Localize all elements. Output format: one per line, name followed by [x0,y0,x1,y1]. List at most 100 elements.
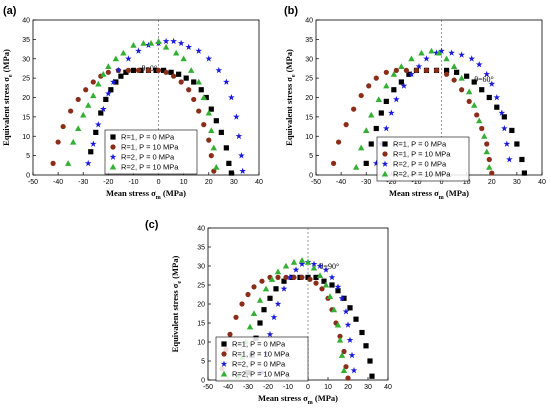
data-point-square [103,97,108,102]
x-tick-label: -50 [28,179,38,186]
legend-label: R=2, P = 10 MPa [393,170,451,179]
data-point-triangle [398,63,404,69]
data-point-circle [487,157,492,162]
x-tick-label: -40 [223,384,233,391]
angle-annotation: θ=60° [474,75,494,84]
data-point-triangle [80,112,86,118]
data-point-square [384,99,389,104]
data-point-square [367,358,372,363]
data-point-triangle [283,263,289,269]
y-tick-label: 25 [197,283,205,290]
y-tick-label: 25 [22,76,30,83]
data-point-star [195,48,202,54]
data-point-circle [307,277,312,282]
x-tick-label: 10 [180,179,188,186]
legend-marker-circle [110,144,115,149]
data-point-star [205,55,212,61]
x-tick-label: 30 [364,384,372,391]
data-point-triangle [90,92,96,98]
data-point-square [363,343,368,348]
data-point-star [388,110,395,116]
data-point-triangle [163,44,169,50]
data-point-square [369,374,374,379]
y-axis-title-text: Equivalent stress σ [284,77,294,146]
data-point-triangle [311,265,317,271]
data-point-star [236,133,243,139]
data-point-circle [239,301,244,306]
data-point-circle [196,108,201,113]
data-point-star [506,156,513,162]
data-point-square [454,70,459,75]
data-point-triangle [65,160,71,166]
angle-annotation: θ=90° [320,262,340,271]
y-tick-label: 5 [201,359,205,366]
x-axis-title-text: Mean stress σ [389,188,439,198]
y-tick-label: 15 [22,114,30,121]
data-point-circle [344,122,349,127]
data-point-square [209,107,214,112]
data-point-circle [136,68,141,73]
data-point-triangle [368,112,374,118]
data-point-square [257,320,262,325]
data-point-star [293,266,300,272]
panel-label: (b) [284,5,298,17]
data-point-triangle [140,40,146,46]
data-point-square [472,79,477,84]
data-point-star [223,79,230,85]
data-point-square [464,74,469,79]
legend-label: R=1, P = 0 MPa [393,140,447,149]
data-point-circle [474,112,479,117]
x-tick-label: 40 [384,384,392,391]
data-point-circle [233,315,238,320]
y-tick-label: 35 [305,37,313,44]
data-point-star [501,125,508,131]
data-point-triangle [251,310,257,316]
x-axis-title-unit: (MPa) [161,188,186,198]
data-point-circle [489,170,494,175]
data-point-triangle [275,269,281,275]
data-point-triangle [299,257,305,263]
data-point-star [185,44,192,50]
chart-panel-c: (c)-50 -40 -30 -20 -10 0 10 20 30 400510152025303… [145,219,392,406]
data-point-triangle [376,96,382,102]
data-point-square [522,170,527,175]
data-point-star [393,96,400,102]
x-tick-label: -40 [53,179,63,186]
data-point-star [233,113,240,119]
data-point-star [90,141,97,147]
data-point-triangle [120,50,126,56]
data-point-triangle [105,63,111,69]
data-point-triangle [208,127,214,133]
data-point-triangle [113,56,119,62]
data-point-star [239,168,246,174]
data-point-triangle [471,102,477,108]
data-point-star [351,367,358,373]
data-point-circle [126,68,131,73]
x-tick-label: -10 [283,384,293,391]
x-axis-title-text: Mean stress σ [258,393,308,403]
legend-marker-circle [382,151,387,156]
data-point-star [135,48,142,54]
y-tick-label: 35 [22,37,30,44]
data-point-star [329,274,336,280]
y-axis-title-unit: (MPa) [170,256,180,281]
data-point-circle [351,107,356,112]
data-point-circle [163,70,168,75]
data-point-square [347,305,352,310]
y-axis-title: Equivalent stress σe (MPa) [284,49,297,146]
y-tick-label: 5 [26,153,30,160]
data-point-circle [404,68,409,73]
data-point-square [514,141,519,146]
y-tick-label: 15 [197,321,205,328]
data-point-square [391,87,396,92]
data-point-triangle [75,125,81,131]
data-point-triangle [180,56,186,62]
data-point-triangle [363,127,369,133]
data-point-square [224,145,229,150]
data-point-circle [484,141,489,146]
data-point-star [275,301,282,307]
y-tick-label: 15 [305,114,313,121]
legend-label: R=2, P = 0 MPa [232,360,286,369]
y-tick-label: 35 [197,245,205,252]
data-point-circle [366,83,371,88]
